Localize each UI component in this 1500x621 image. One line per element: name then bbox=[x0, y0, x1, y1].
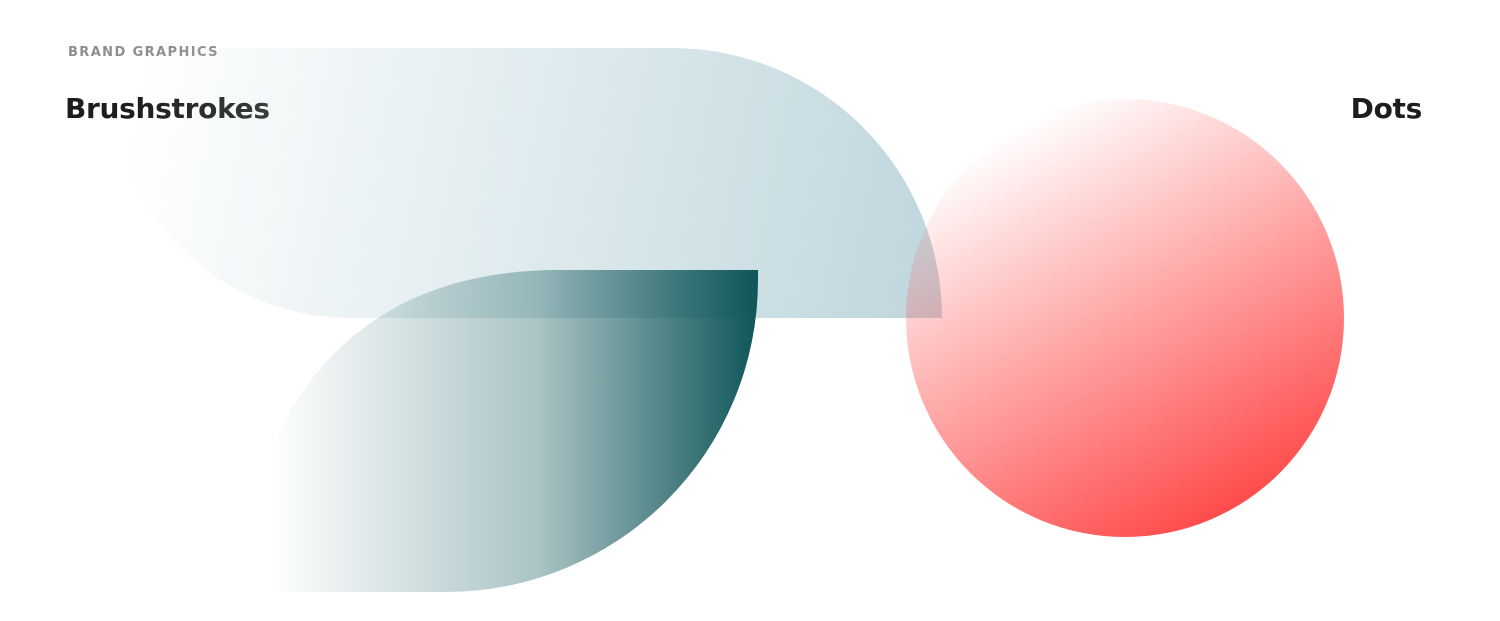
brushstroke-teal-leaf bbox=[270, 270, 758, 592]
brushstroke-pale-blue bbox=[110, 48, 942, 318]
dot-coral bbox=[906, 99, 1344, 537]
dots-heading: Dots bbox=[1350, 92, 1423, 125]
